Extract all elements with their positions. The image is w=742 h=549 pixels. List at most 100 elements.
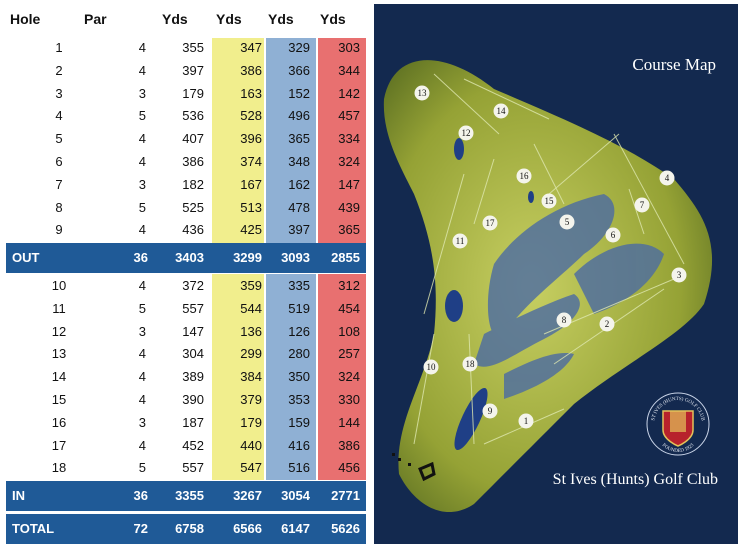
cell-yds-yellow: 136 <box>240 323 262 339</box>
hole-marker-15 <box>541 193 557 209</box>
hole-markers: 13 14 12 4 16 15 7 17 5 6 11 3 8 2 18 10… <box>414 85 687 429</box>
cell-yds-blue: 519 <box>288 300 310 316</box>
cell-yds-blue: 353 <box>288 392 310 407</box>
in-par: 36 <box>133 488 148 503</box>
lake-12 <box>454 138 464 160</box>
cell-par: 5 <box>138 460 146 476</box>
total-label: TOTAL <box>12 521 55 536</box>
cell-yds-yellow: 359 <box>240 278 262 293</box>
cell-yds-blue: 397 <box>288 222 310 238</box>
total-yds-red: 5626 <box>331 521 360 536</box>
map-title: Course Map <box>632 55 716 74</box>
cell-yds-blue: 159 <box>288 414 310 430</box>
cell-hole: 15 <box>51 392 67 407</box>
hole-marker-18 <box>462 356 478 372</box>
cell-yds-yellow: 528 <box>240 108 262 124</box>
cell-hole: 10 <box>51 278 67 293</box>
hole-label-16: 16 <box>520 171 530 181</box>
hole-label-10: 10 <box>427 362 437 372</box>
hole-label-18: 18 <box>466 359 476 369</box>
cell-yds-yellow: 513 <box>240 199 262 215</box>
out-yds-blue: 3093 <box>281 250 310 265</box>
total-row: TOTAL 72 6758 6566 6147 5626 <box>6 514 366 544</box>
cell-yds-red: 334 <box>338 131 360 147</box>
cell-yds-red: 324 <box>338 369 360 385</box>
cell-par: 5 <box>138 108 146 124</box>
out-yds-red: 2855 <box>331 250 360 265</box>
header-yds-white: Yds <box>162 11 188 27</box>
hole-marker-1 <box>518 413 534 429</box>
table-row: 17 4 452 440 416 386 <box>0 434 370 458</box>
cell-yds-red: 330 <box>338 392 360 407</box>
course-map-illustration: 13 14 12 4 16 15 7 17 5 6 11 3 8 2 18 10… <box>383 60 713 513</box>
cell-yds-white: 179 <box>182 85 204 101</box>
cell-yds-red: 324 <box>338 154 360 169</box>
cell-par: 4 <box>138 369 146 385</box>
cell-par: 3 <box>138 323 146 339</box>
cell-yds-white: 452 <box>182 437 204 453</box>
hole-label-4: 4 <box>665 173 670 183</box>
fairway-lines <box>413 73 685 445</box>
cell-yds-blue: 329 <box>288 40 310 55</box>
cell-hole: 4 <box>55 108 63 124</box>
cell-yds-white: 397 <box>182 62 204 78</box>
cell-par: 3 <box>138 85 146 101</box>
table-row: 1 4 355 347 329 303 <box>0 36 370 60</box>
hole-label-1: 1 <box>524 416 529 426</box>
table-row: 10 4 372 359 335 312 <box>0 274 370 298</box>
cell-hole: 12 <box>51 323 67 339</box>
header-hole: Hole <box>10 11 41 27</box>
cell-hole: 18 <box>51 460 67 476</box>
cell-yds-red: 303 <box>338 40 360 55</box>
cell-yds-white: 304 <box>182 346 204 362</box>
clubhouse <box>392 453 436 482</box>
cell-par: 4 <box>138 437 146 453</box>
table-row: 9 4 436 425 397 365 <box>0 218 370 242</box>
cell-par: 5 <box>138 199 146 215</box>
cell-yds-yellow: 440 <box>240 437 262 453</box>
total-par: 72 <box>133 521 148 536</box>
course-map: 13 14 12 4 16 15 7 17 5 6 11 3 8 2 18 10… <box>374 4 738 544</box>
cell-yds-red: 386 <box>338 437 360 453</box>
red-tee-column-back <box>318 274 366 480</box>
cell-yds-yellow: 179 <box>240 414 262 430</box>
in-yds-white: 3355 <box>175 488 204 503</box>
hole-marker-17 <box>482 215 498 231</box>
cell-yds-blue: 126 <box>288 323 310 339</box>
cell-hole: 17 <box>51 437 67 453</box>
hole-marker-2 <box>599 316 615 332</box>
cell-par: 4 <box>138 154 146 169</box>
cell-yds-white: 525 <box>182 199 204 215</box>
cell-yds-blue: 416 <box>288 437 310 453</box>
cell-yds-yellow: 396 <box>240 131 262 147</box>
cell-yds-white: 386 <box>182 154 204 169</box>
hole-marker-6 <box>605 227 621 243</box>
out-yds-yellow: 3299 <box>233 250 262 265</box>
cell-yds-red: 108 <box>338 323 360 339</box>
cell-yds-blue: 366 <box>288 62 310 78</box>
table-row: 11 5 557 544 519 454 <box>0 297 370 321</box>
cell-hole: 9 <box>55 222 63 238</box>
hole-marker-12 <box>458 125 474 141</box>
cell-yds-blue: 152 <box>288 85 310 101</box>
in-row: IN 36 3355 3267 3054 2771 <box>6 481 366 511</box>
out-row: OUT 36 3403 3299 3093 2855 <box>6 243 366 273</box>
hole-marker-14 <box>493 103 509 119</box>
cell-par: 4 <box>138 222 146 238</box>
cell-par: 4 <box>138 62 146 78</box>
table-row: 7 3 182 167 162 147 <box>0 173 370 197</box>
hole-label-11: 11 <box>456 236 465 246</box>
hole-label-5: 5 <box>565 217 570 227</box>
cell-yds-yellow: 347 <box>240 40 262 55</box>
cell-yds-yellow: 379 <box>240 392 262 407</box>
cell-par: 5 <box>138 300 146 316</box>
cell-yds-blue: 280 <box>288 346 310 362</box>
in-yds-red: 2771 <box>331 488 360 503</box>
hole-marker-8 <box>556 312 572 328</box>
cell-hole: 14 <box>51 369 67 385</box>
cell-yds-blue: 335 <box>288 278 310 293</box>
cell-hole: 6 <box>55 154 63 169</box>
cell-yds-red: 439 <box>338 199 360 215</box>
hole-label-7: 7 <box>640 200 645 210</box>
cell-hole: 3 <box>55 85 63 101</box>
